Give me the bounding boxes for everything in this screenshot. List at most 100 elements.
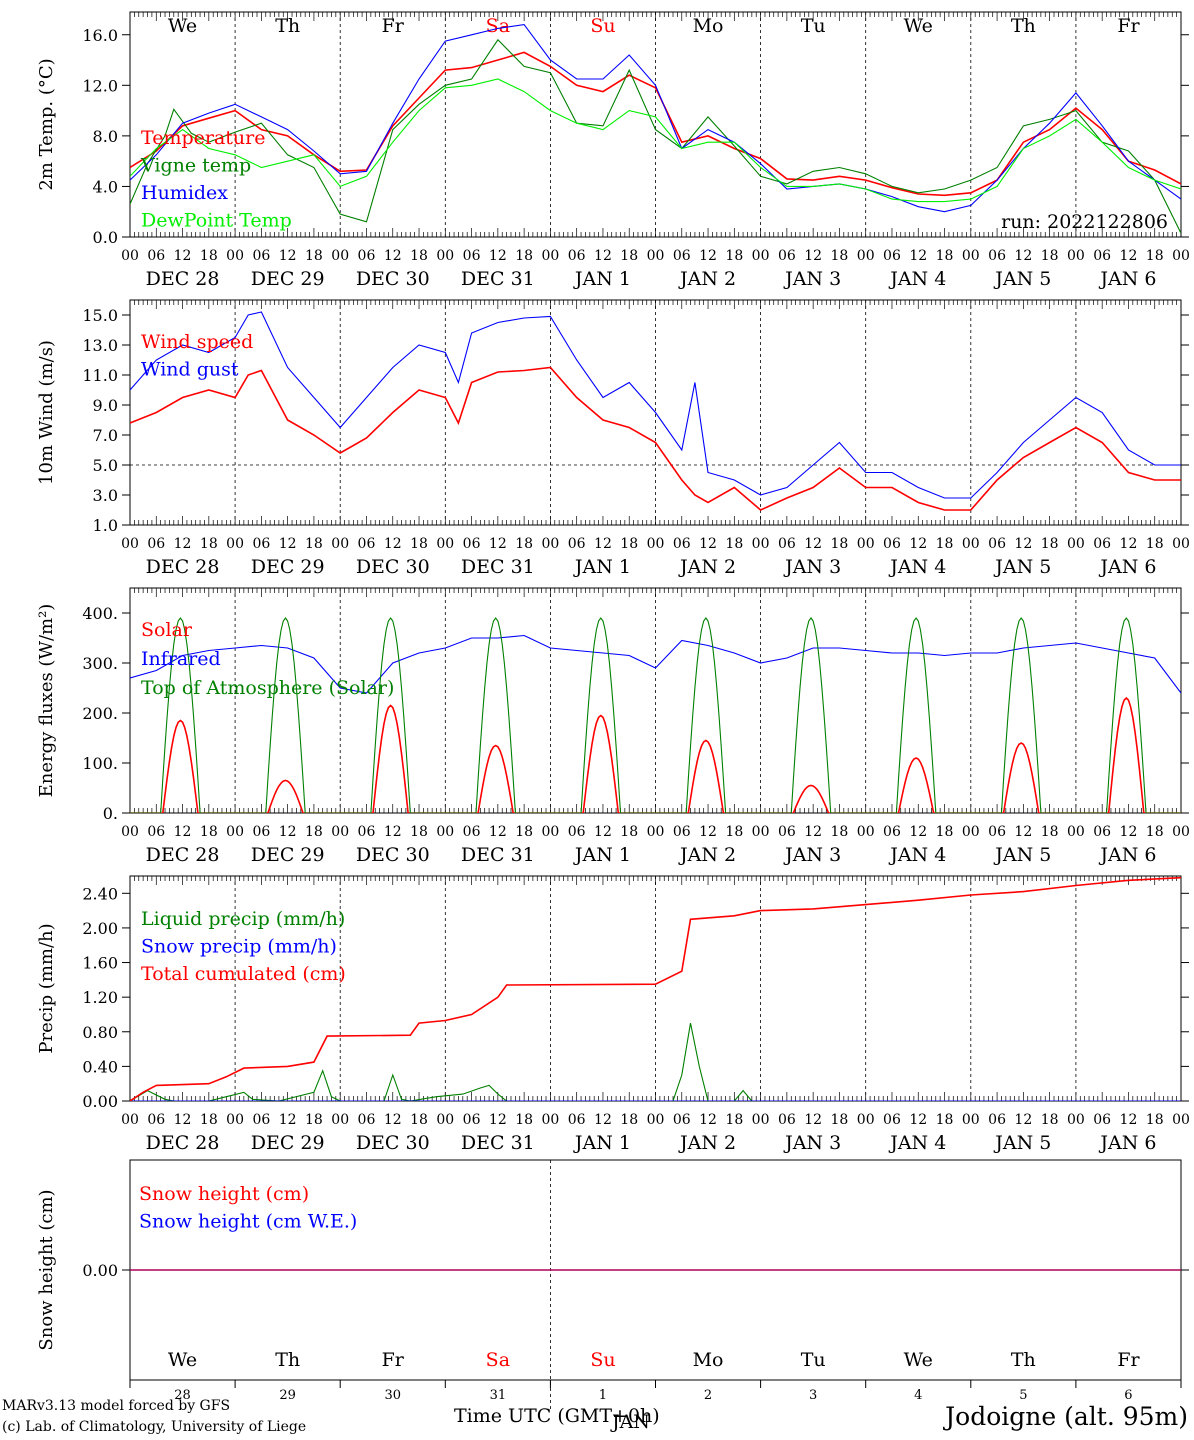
series-line-wind-speed <box>130 366 1181 511</box>
series-line-temperature <box>130 51 1181 197</box>
series-line-liquid-precip-mm-h- <box>130 1022 1181 1101</box>
panel-wind: 1.0 3.0 5.0 7.0 9.0 11.0 13.0 15.0 10m Wind (m/s… <box>36 299 1190 578</box>
x-hour-label: 18 <box>200 1112 218 1128</box>
y-tick-label: 16.0 <box>82 26 118 45</box>
x-hour-label: 06 <box>252 824 270 840</box>
x-hour-label: 12 <box>909 824 927 840</box>
x-hour-label: 18 <box>936 1112 954 1128</box>
x-date-label: JAN 6 <box>1098 556 1156 578</box>
y-tick-label: 1.20 <box>82 988 118 1007</box>
x-date-label: JAN 5 <box>993 844 1051 866</box>
x-date-label: DEC 30 <box>356 844 430 866</box>
x-hour-label: 00 <box>331 536 349 552</box>
x-hour-label: 06 <box>463 1112 481 1128</box>
day-number-label: 6 <box>1124 1388 1132 1403</box>
x-date-label: JAN 4 <box>888 844 946 866</box>
x-hour-label: 06 <box>988 1112 1006 1128</box>
weekday-label: Th <box>1011 15 1036 37</box>
x-hour-label: 06 <box>252 248 270 264</box>
weekday-label: Sa <box>486 15 510 37</box>
weekday-label: Su <box>590 15 615 37</box>
y-tick-label: 3.0 <box>93 486 118 505</box>
x-hour-label: 00 <box>962 248 980 264</box>
data-layer <box>130 617 1181 813</box>
x-hour-label: 12 <box>1120 248 1138 264</box>
x-hour-label: 18 <box>200 824 218 840</box>
legend-entry: Snow precip (mm/h) <box>141 936 337 958</box>
x-hour-label: 00 <box>331 248 349 264</box>
x-date-label: DEC 29 <box>251 556 325 578</box>
x-date-label: JAN 3 <box>783 268 841 290</box>
x-hour-label: 00 <box>857 248 875 264</box>
x-hour-label: 12 <box>1014 1112 1032 1128</box>
x-hour-label: 00 <box>857 824 875 840</box>
x-hour-label: 00 <box>436 824 454 840</box>
x-hour-label: 00 <box>226 824 244 840</box>
x-date-label: DEC 29 <box>251 844 325 866</box>
x-hour-label: 12 <box>489 248 507 264</box>
x-hour-label: 00 <box>436 536 454 552</box>
x-date-label: DEC 28 <box>146 268 220 290</box>
x-hour-label: 00 <box>857 536 875 552</box>
series-line-infrared <box>130 634 1181 694</box>
legend-entry: DewPoint Temp <box>141 210 292 232</box>
x-hour-label: 00 <box>1172 824 1190 840</box>
y-tick-label: 1.60 <box>82 954 118 973</box>
x-date-label: DEC 31 <box>461 1132 535 1154</box>
x-hour-label: 18 <box>515 824 533 840</box>
panel-energy: 0. 100. 200. 300. 400. Energy fluxes (W/m²) 00… <box>36 587 1190 866</box>
series-line-total-cumulated-cm- <box>130 876 1181 1101</box>
legend-entry: Snow height (cm) <box>139 1183 309 1205</box>
data-layer <box>130 876 1181 1101</box>
x-hour-label: 06 <box>673 824 691 840</box>
x-hour-label: 12 <box>384 824 402 840</box>
x-hour-label: 18 <box>200 536 218 552</box>
weekday-label: We <box>168 15 197 37</box>
x-hour-label: 18 <box>410 536 428 552</box>
legend-entry: Temperature <box>141 127 265 149</box>
legend-entry: Snow height (cm W.E.) <box>139 1211 357 1233</box>
x-hour-label: 18 <box>936 248 954 264</box>
x-hour-label: 00 <box>962 536 980 552</box>
weekday-label: Tu <box>801 15 826 37</box>
x-hour-label: 12 <box>594 248 612 264</box>
x-hour-label: 00 <box>647 248 665 264</box>
y-tick-label: 9.0 <box>93 396 118 415</box>
x-hour-label: 06 <box>358 824 376 840</box>
x-hour-label: 06 <box>673 248 691 264</box>
x-hour-label: 00 <box>647 536 665 552</box>
x-hour-label: 00 <box>647 1112 665 1128</box>
x-hour-label: 00 <box>752 536 770 552</box>
day-number-label: 28 <box>174 1388 191 1403</box>
x-hour-label: 06 <box>883 824 901 840</box>
weekday-label: Su <box>590 1349 615 1371</box>
x-hour-label: 12 <box>804 536 822 552</box>
x-hour-label: 12 <box>699 536 717 552</box>
x-date-label: JAN 5 <box>993 556 1051 578</box>
x-hour-label: 06 <box>883 536 901 552</box>
x-hour-label: 12 <box>699 1112 717 1128</box>
x-hour-label: 12 <box>279 248 297 264</box>
x-hour-label: 18 <box>515 536 533 552</box>
y-tick-label: 13.0 <box>82 336 118 355</box>
x-hour-label: 06 <box>252 536 270 552</box>
weekday-label: Tu <box>801 1349 826 1371</box>
x-hour-label: 12 <box>1014 248 1032 264</box>
x-hour-label: 12 <box>804 248 822 264</box>
y-tick-label: 300. <box>82 654 118 673</box>
x-date-label: DEC 31 <box>461 268 535 290</box>
x-hour-label: 06 <box>988 824 1006 840</box>
data-layer <box>130 311 1181 511</box>
x-hour-label: 06 <box>883 1112 901 1128</box>
x-date-label: DEC 30 <box>356 556 430 578</box>
x-hour-label: 06 <box>358 1112 376 1128</box>
x-hour-label: 00 <box>541 536 559 552</box>
x-hour-label: 18 <box>1146 824 1164 840</box>
legend-entry: Solar <box>141 619 193 641</box>
legend-entry: Liquid precip (mm/h) <box>141 908 345 930</box>
day-number-label: 3 <box>809 1388 817 1403</box>
weekday-label: Mo <box>693 1349 724 1371</box>
x-hour-label: 12 <box>594 1112 612 1128</box>
x-hour-label: 18 <box>831 248 849 264</box>
day-number-label: 2 <box>704 1388 712 1403</box>
